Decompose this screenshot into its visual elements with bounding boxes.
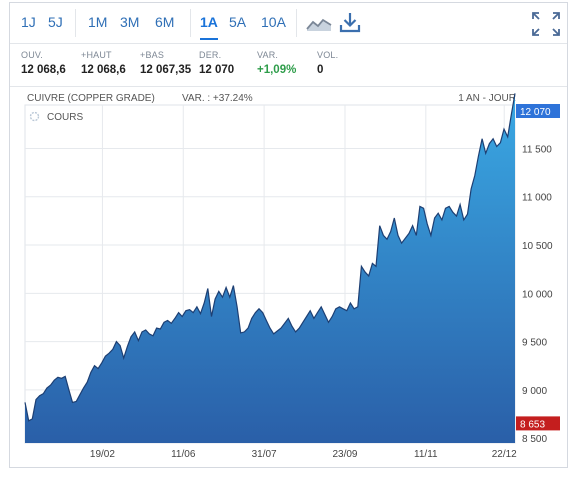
stat-open: OUV. 12 068,6 xyxy=(21,50,66,76)
period-1a-button[interactable]: 1A xyxy=(200,14,218,40)
period-3m-button[interactable]: 3M xyxy=(120,14,140,30)
stat-last-label: DER. xyxy=(199,50,222,60)
period-variation: VAR. : +37.24% xyxy=(182,93,253,104)
stat-low: +BAS 12 067,35 xyxy=(140,50,191,76)
stat-change-value: +1,09% xyxy=(257,64,297,76)
last-value-badge-bg xyxy=(516,104,560,118)
stat-change-label: VAR. xyxy=(257,50,279,60)
legend: COURS xyxy=(29,111,83,123)
low-value-badge-bg xyxy=(516,416,560,431)
x-tick-label: 11/11 xyxy=(414,449,438,460)
y-tick-label: 11 000 xyxy=(522,193,552,204)
period-5a-button[interactable]: 5A xyxy=(229,14,247,30)
price-area xyxy=(25,93,515,444)
gear-icon xyxy=(29,111,40,122)
stat-volume: VOL. 0 xyxy=(317,50,338,76)
y-tick-label: 9 000 xyxy=(522,386,547,397)
divider xyxy=(75,9,76,37)
toolbar: 1J 5J 1M 3M 6M 1A 5A 10A xyxy=(10,3,567,44)
x-tick-label: 11/06 xyxy=(171,449,196,460)
stat-last-value: 12 070 xyxy=(199,64,235,76)
x-tick-label: 23/09 xyxy=(332,449,357,460)
stat-high-value: 12 068,6 xyxy=(81,64,126,76)
x-tick-label: 19/02 xyxy=(90,449,115,460)
stat-low-value: 12 067,35 xyxy=(140,64,192,76)
stat-volume-value: 0 xyxy=(317,64,324,76)
period-5j-button[interactable]: 5J xyxy=(48,14,63,30)
period-1j-button[interactable]: 1J xyxy=(21,14,36,30)
last-value-badge: 12 070 xyxy=(520,107,551,118)
x-tick-label: 31/07 xyxy=(252,449,277,460)
y-tick-label: 10 000 xyxy=(522,289,553,300)
divider xyxy=(190,9,191,37)
period-1m-button[interactable]: 1M xyxy=(88,14,108,30)
divider xyxy=(296,9,297,37)
period-10a-button[interactable]: 10A xyxy=(261,14,286,30)
y-tick-label: 11 500 xyxy=(522,144,552,155)
value-badges: 12 070 8 653 xyxy=(516,104,560,431)
low-value-badge: 8 653 xyxy=(520,419,545,430)
x-axis: 19/02 11/06 31/07 23/09 11/11 22/12 xyxy=(90,449,517,460)
stat-change: VAR. +1,09% xyxy=(257,50,296,76)
download-icon[interactable] xyxy=(338,11,364,35)
x-tick-label: 22/12 xyxy=(492,449,517,460)
stat-volume-label: VOL. xyxy=(317,50,339,60)
instrument-name: CUIVRE (COPPER GRADE) xyxy=(27,93,155,104)
legend-label: COURS xyxy=(47,112,83,123)
stat-low-label: +BAS xyxy=(140,50,165,60)
stats-bar: OUV. 12 068,6 +HAUT 12 068,6 +BAS 12 067… xyxy=(10,44,567,87)
y-axis: 8 500 9 000 9 500 10 000 10 500 11 000 11 500 xyxy=(522,144,553,445)
stat-open-label: OUV. xyxy=(21,50,43,60)
expand-icon[interactable] xyxy=(531,11,561,36)
y-tick-label: 10 500 xyxy=(522,241,553,252)
stat-last: DER. 12 070 xyxy=(199,50,234,76)
stat-open-value: 12 068,6 xyxy=(21,64,66,76)
area-chart-icon[interactable] xyxy=(306,11,332,35)
y-tick-label: 8 500 xyxy=(522,434,547,445)
stat-high-label: +HAUT xyxy=(81,50,112,60)
period-6m-button[interactable]: 6M xyxy=(155,14,175,30)
y-tick-label: 9 500 xyxy=(522,338,547,349)
price-line xyxy=(24,93,516,422)
range-label: 1 AN - JOUR xyxy=(458,93,516,104)
stat-high: +HAUT 12 068,6 xyxy=(81,50,126,76)
